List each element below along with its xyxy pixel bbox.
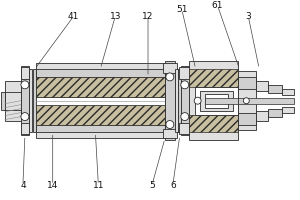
Bar — [238, 98, 294, 104]
Bar — [33, 69, 36, 132]
Bar — [165, 61, 175, 140]
Bar — [1, 92, 5, 110]
Circle shape — [166, 73, 174, 81]
Bar — [268, 85, 282, 93]
Bar — [268, 109, 282, 117]
Bar — [175, 69, 178, 132]
Circle shape — [243, 98, 249, 104]
Bar — [178, 69, 181, 132]
Bar — [21, 67, 29, 79]
Bar — [36, 97, 165, 105]
Text: 12: 12 — [142, 12, 154, 21]
Text: 3: 3 — [245, 12, 251, 21]
Bar — [256, 111, 268, 121]
Bar — [36, 77, 165, 97]
Bar — [238, 71, 256, 130]
Circle shape — [181, 113, 189, 121]
Bar — [205, 94, 228, 108]
Bar — [282, 107, 294, 113]
Bar — [205, 98, 239, 104]
Bar — [36, 125, 165, 132]
Bar — [256, 81, 268, 91]
Bar — [238, 113, 256, 125]
Circle shape — [21, 113, 29, 121]
Circle shape — [166, 121, 174, 129]
Text: 4: 4 — [20, 181, 26, 190]
Text: 5: 5 — [149, 181, 155, 190]
Bar — [36, 105, 165, 125]
Circle shape — [21, 81, 29, 89]
Text: 6: 6 — [170, 181, 176, 190]
Bar — [21, 123, 29, 134]
Bar — [189, 115, 238, 132]
Bar — [36, 63, 165, 138]
Bar — [189, 61, 238, 140]
Text: 51: 51 — [176, 5, 188, 14]
Bar — [163, 129, 177, 138]
Text: 61: 61 — [212, 1, 223, 10]
Bar — [195, 87, 239, 115]
Bar — [181, 66, 189, 135]
Bar — [21, 66, 29, 135]
Bar — [238, 77, 256, 89]
Bar — [29, 69, 32, 132]
Text: 11: 11 — [93, 181, 104, 190]
Bar — [179, 123, 191, 134]
Text: 14: 14 — [47, 181, 58, 190]
Bar — [36, 69, 165, 77]
Text: 13: 13 — [110, 12, 121, 21]
Text: 41: 41 — [68, 12, 79, 21]
Bar — [189, 69, 238, 87]
Bar — [163, 63, 177, 73]
Bar — [282, 89, 294, 95]
Bar — [200, 91, 233, 111]
Bar — [179, 67, 191, 79]
Bar — [5, 81, 21, 121]
Circle shape — [194, 97, 201, 104]
Circle shape — [181, 81, 189, 89]
